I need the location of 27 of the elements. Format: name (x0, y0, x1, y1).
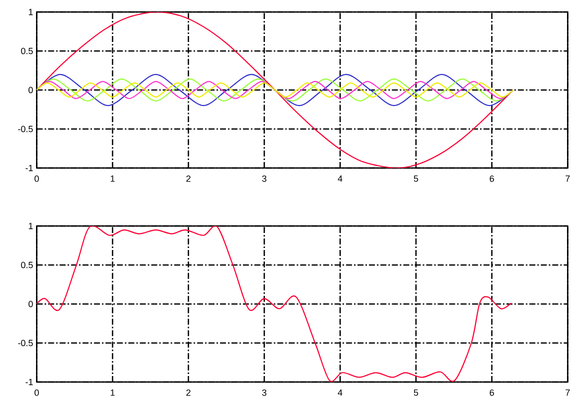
y-tick-label: -1 (26, 378, 33, 386)
x-tick-label: 1 (110, 390, 115, 396)
y-tick-label: 1 (28, 222, 33, 230)
x-tick-label: 5 (414, 390, 418, 396)
y-tick-label: 0.5 (21, 262, 33, 268)
x-tick-label: 3 (262, 390, 266, 396)
x-tick-label: 0 (34, 175, 39, 182)
x-tick-label: 7 (566, 390, 570, 396)
x-tick-label: 2 (186, 175, 190, 182)
x-tick-label: 7 (566, 176, 570, 182)
x-tick-label: 6 (490, 175, 494, 182)
y-tick-label: -1 (26, 164, 33, 172)
y-tick-label: -0.5 (18, 126, 33, 132)
y-tick-label: 0.5 (21, 48, 33, 54)
y-tick-label: 0 (28, 86, 33, 94)
x-tick-label: 4 (338, 176, 342, 182)
x-tick-label: 1 (110, 176, 115, 182)
x-tick-label: 0 (34, 390, 39, 396)
x-tick-label: 5 (414, 176, 418, 182)
line-series (36, 226, 512, 382)
x-tick-label: 2 (186, 390, 190, 396)
y-tick-label: -0.5 (18, 340, 33, 346)
x-tick-label: 3 (262, 175, 266, 182)
y-tick-label: 0 (28, 300, 33, 308)
x-tick-label: 4 (338, 390, 342, 396)
x-tick-label: 6 (490, 390, 494, 396)
y-tick-label: 1 (28, 8, 33, 16)
